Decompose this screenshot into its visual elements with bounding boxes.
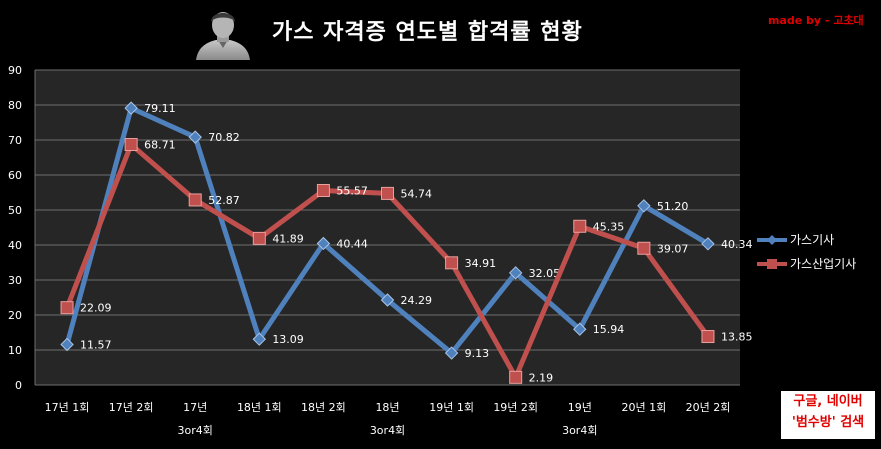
data-point-marker — [124, 101, 138, 115]
y-tick-label: 70 — [8, 134, 22, 147]
data-label: 24.29 — [401, 294, 433, 307]
data-point-marker — [444, 346, 459, 360]
x-tick-label: 19년 2회 — [493, 401, 538, 414]
data-label: 68.71 — [144, 139, 176, 152]
data-point-marker — [380, 293, 395, 307]
data-point-marker — [445, 256, 459, 270]
data-point-marker — [316, 184, 330, 198]
search-hint-line2: '범수방' 검색 — [791, 415, 865, 430]
data-label: 70.82 — [208, 131, 240, 144]
data-label: 11.57 — [80, 339, 112, 352]
y-tick-label: 80 — [8, 99, 22, 112]
data-point-marker — [573, 219, 587, 233]
data-label: 51.20 — [657, 200, 689, 213]
data-label: 55.57 — [336, 185, 368, 198]
avatar — [194, 6, 252, 60]
data-point-marker — [508, 266, 523, 280]
data-label: 79.11 — [144, 102, 176, 115]
x-tick-label: 20년 1회 — [621, 401, 666, 414]
data-point-marker — [124, 138, 138, 152]
data-point-marker — [573, 322, 587, 336]
data-point-marker — [316, 236, 331, 251]
data-point-marker — [252, 231, 266, 245]
y-tick-label: 0 — [15, 379, 22, 392]
data-label: 13.85 — [721, 331, 753, 344]
legend-marker — [767, 259, 777, 269]
legend-marker — [767, 235, 777, 245]
y-tick-label: 60 — [8, 169, 22, 182]
person-silhouette-icon — [196, 12, 250, 60]
data-point-marker — [701, 237, 715, 251]
data-label: 2.19 — [529, 371, 554, 384]
data-label: 9.13 — [465, 347, 490, 360]
x-tick-label: 17년 — [183, 401, 207, 414]
legend-label: 가스기사 — [790, 233, 834, 247]
y-tick-label: 40 — [8, 239, 22, 252]
data-label: 52.87 — [208, 194, 240, 207]
data-point-marker — [60, 337, 74, 352]
data-label: 45.35 — [593, 220, 625, 233]
legend-label: 가스산업기사 — [790, 257, 856, 271]
chart-title: 가스 자격증 연도별 합격률 현황 — [272, 20, 583, 45]
x-tick-label: 3or4회 — [562, 424, 597, 437]
data-point-marker — [188, 130, 202, 144]
y-tick-label: 10 — [8, 344, 22, 357]
data-point-marker — [701, 330, 715, 344]
x-tick-label: 19년 1회 — [429, 401, 474, 414]
data-point-marker — [252, 332, 267, 346]
data-point-marker — [509, 370, 523, 384]
data-label: 13.09 — [272, 333, 304, 346]
search-hint-line1: 구글, 네이버 — [793, 394, 863, 409]
y-tick-label: 20 — [8, 309, 22, 322]
x-tick-label: 3or4회 — [370, 424, 405, 437]
data-point-marker — [188, 193, 202, 207]
data-point-marker — [60, 301, 74, 315]
data-label: 54.74 — [401, 187, 433, 200]
y-tick-label: 90 — [8, 64, 22, 77]
data-label: 39.07 — [657, 242, 689, 255]
data-label: 40.44 — [336, 237, 368, 250]
credit-text: made by - 고초대 — [768, 14, 864, 27]
data-label: 34.91 — [465, 257, 497, 270]
data-label: 22.09 — [80, 302, 112, 315]
data-point-marker — [637, 199, 651, 213]
x-tick-label: 3or4회 — [178, 424, 213, 437]
x-tick-label: 18년 — [375, 401, 399, 414]
x-tick-label: 20년 2회 — [686, 401, 731, 414]
x-tick-label: 19년 — [568, 401, 592, 414]
data-label: 41.89 — [272, 232, 304, 245]
data-point-marker — [381, 186, 394, 200]
plot-area — [35, 70, 740, 385]
x-tick-label: 17년 1회 — [45, 401, 90, 414]
data-label: 32.05 — [529, 267, 561, 280]
x-tick-label: 18년 1회 — [237, 401, 282, 414]
x-tick-label: 18년 2회 — [301, 401, 346, 414]
y-tick-label: 50 — [8, 204, 22, 217]
y-tick-label: 30 — [8, 274, 22, 287]
search-hint-box: 구글, 네이버 '범수방' 검색 — [781, 391, 875, 439]
x-tick-label: 17년 2회 — [109, 401, 154, 414]
data-label: 40.34 — [721, 238, 753, 251]
data-label: 15.94 — [593, 323, 625, 336]
data-point-marker — [637, 241, 651, 255]
